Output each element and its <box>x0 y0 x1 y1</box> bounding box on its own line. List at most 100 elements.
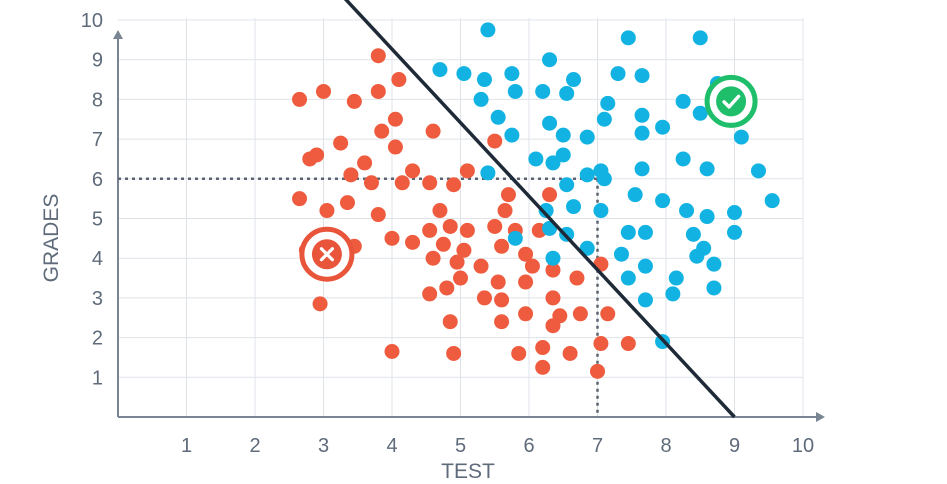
rejected-point <box>453 270 468 286</box>
accepted-point <box>566 72 582 88</box>
rejected-point <box>500 187 516 203</box>
y-tick-label: 7 <box>92 129 103 151</box>
accepted-point <box>596 171 612 187</box>
y-axis-title: GRADES <box>40 194 63 283</box>
accepted-point <box>655 119 671 135</box>
accepted-point <box>507 230 523 246</box>
rejected-point <box>494 292 510 308</box>
rejected-point <box>292 91 308 107</box>
accepted-point <box>699 161 715 177</box>
accepted-point <box>679 203 695 219</box>
accepted-point <box>689 248 705 264</box>
accepted-point <box>504 66 520 82</box>
y-tick-label: 1 <box>92 367 103 389</box>
accepted-point <box>456 66 472 82</box>
accepted-point <box>613 246 629 262</box>
accepted-point <box>566 199 582 215</box>
rejected-point <box>425 250 441 266</box>
x-tick-label: 5 <box>455 435 466 457</box>
x-tick-label: 6 <box>523 435 534 457</box>
rejected-point <box>545 318 561 334</box>
x-tick-label: 1 <box>181 435 192 457</box>
y-tick-label: 5 <box>92 209 103 231</box>
rejected-point <box>333 135 349 151</box>
accepted-point <box>545 250 561 266</box>
rejected-point <box>511 345 527 361</box>
rejected-point <box>535 340 551 356</box>
rejected-point <box>425 123 441 139</box>
accepted-point <box>750 163 766 179</box>
rejected-point <box>494 314 510 330</box>
rejected-point <box>572 306 588 322</box>
accepted-point <box>637 292 653 308</box>
accepted-point <box>665 286 681 302</box>
rejected-point <box>494 238 510 254</box>
rejected-point <box>490 274 506 290</box>
rejected-point <box>442 218 458 234</box>
decision-boundary <box>343 0 736 419</box>
rejected-point <box>593 336 609 352</box>
rejected-point <box>459 222 475 238</box>
x-tick-labels: 1 2 3 4 5 6 7 8 9 10 <box>181 435 814 457</box>
rejected-point <box>339 195 355 211</box>
rejected-point <box>590 363 605 379</box>
accepted-point <box>528 151 544 167</box>
rejected-point <box>535 359 551 375</box>
accepted-point <box>473 91 489 107</box>
x-tick-label: 3 <box>318 435 329 457</box>
rejected-point <box>545 262 561 278</box>
accepted-point <box>480 165 496 181</box>
y-axis-arrow <box>113 30 123 39</box>
accepted-point <box>476 72 492 88</box>
accepted-point <box>579 240 595 256</box>
accepted-point <box>542 115 558 131</box>
accepted-point <box>559 177 575 193</box>
rejected-point <box>446 177 462 193</box>
rejected-point <box>487 133 503 149</box>
rejected-point <box>309 147 325 163</box>
accepted-point <box>627 187 643 203</box>
accepted-point <box>542 52 558 68</box>
accepted-point <box>507 83 523 99</box>
accepted-point <box>634 161 650 177</box>
accepted-point <box>675 151 691 167</box>
accepted-point <box>668 270 684 286</box>
axes <box>113 30 825 422</box>
rejected-point <box>363 175 379 191</box>
data-points <box>292 22 780 379</box>
rejected-point <box>473 258 489 274</box>
close-icon <box>319 247 335 262</box>
result-markers <box>299 74 758 282</box>
rejected-point <box>620 336 636 352</box>
accepted-point <box>733 129 749 145</box>
accepted-point <box>685 226 701 242</box>
rejected-point <box>387 111 403 127</box>
rejected-point <box>422 222 438 238</box>
y-tick-label: 4 <box>92 248 103 270</box>
rejected-point <box>394 175 410 191</box>
accepted-point <box>727 205 742 221</box>
accepted-point <box>480 22 496 38</box>
rejected-point <box>456 242 472 258</box>
accepted-point <box>545 155 561 171</box>
y-tick-label: 3 <box>92 288 103 310</box>
rejected-point <box>435 236 451 252</box>
y-tick-label: 6 <box>92 169 103 191</box>
accepted-point <box>620 30 636 46</box>
accepted-point <box>692 30 708 46</box>
rejected-point <box>497 203 513 219</box>
rejected-point <box>518 246 534 262</box>
rejected-point <box>449 254 465 270</box>
accepted-point <box>706 280 722 296</box>
rejected-point <box>442 314 458 330</box>
accepted-point <box>634 68 650 84</box>
y-tick-label: 8 <box>92 89 103 111</box>
rejected-point <box>374 123 390 139</box>
accepted-point <box>637 224 653 240</box>
rejected-point <box>292 191 308 207</box>
accepted-point <box>593 203 609 219</box>
accepted-point <box>555 147 571 163</box>
rejected-point <box>346 93 362 109</box>
x-tick-label: 7 <box>592 435 603 457</box>
rejected-point <box>391 72 407 88</box>
